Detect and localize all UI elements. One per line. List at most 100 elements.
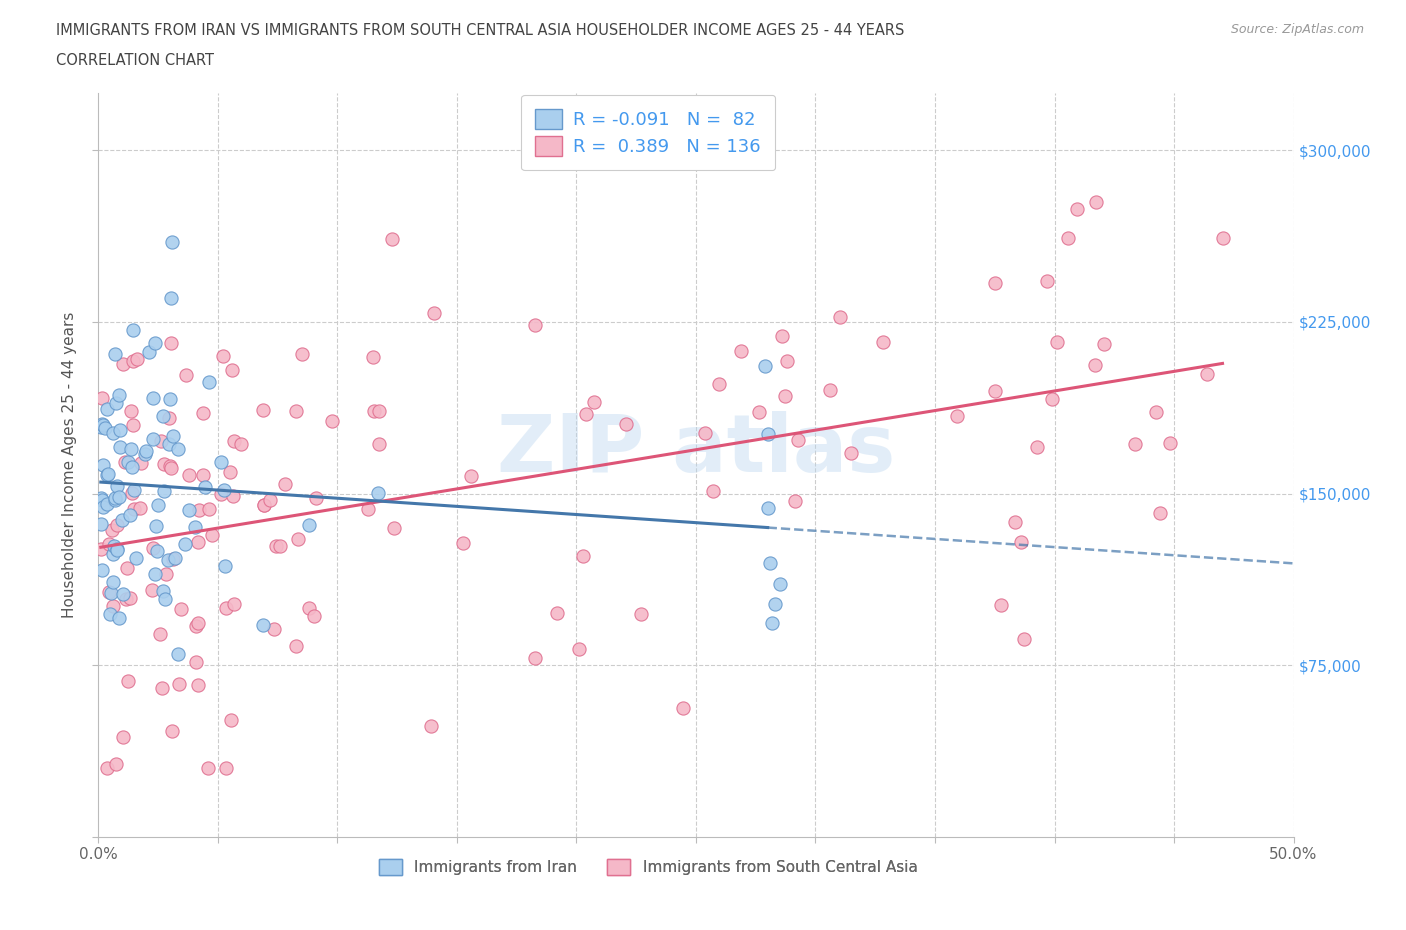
Point: [381, 232, 404, 246]
Point: [166, 646, 188, 661]
Point: [152, 584, 174, 599]
Point: [201, 527, 224, 542]
Point: [693, 425, 716, 440]
Point: [582, 395, 605, 410]
Point: [105, 518, 128, 533]
Point: [285, 404, 308, 418]
Point: [252, 618, 274, 632]
Point: [108, 422, 131, 437]
Point: [382, 521, 405, 536]
Point: [730, 344, 752, 359]
Point: [1092, 337, 1115, 352]
Point: [104, 347, 127, 362]
Point: [630, 606, 652, 621]
Point: [187, 502, 209, 517]
Point: [984, 275, 1007, 290]
Point: [110, 440, 132, 455]
Point: [224, 596, 246, 611]
Point: [1123, 437, 1146, 452]
Point: [101, 523, 124, 538]
Point: [263, 621, 285, 636]
Point: [1046, 335, 1069, 350]
Point: [121, 418, 143, 432]
Point: [150, 681, 173, 696]
Point: [775, 389, 797, 404]
Point: [287, 532, 309, 547]
Point: [111, 512, 134, 527]
Point: [1197, 366, 1219, 381]
Point: [191, 405, 214, 420]
Point: [124, 501, 146, 516]
Point: [768, 577, 790, 591]
Point: [122, 322, 145, 337]
Point: [568, 642, 591, 657]
Point: [145, 566, 167, 581]
Point: [266, 538, 288, 553]
Point: [162, 429, 184, 444]
Text: CORRELATION CHART: CORRELATION CHART: [56, 53, 214, 68]
Point: [839, 446, 862, 461]
Y-axis label: Householder Income Ages 25 - 44 years: Householder Income Ages 25 - 44 years: [62, 312, 77, 618]
Point: [357, 501, 380, 516]
Point: [174, 368, 197, 383]
Point: [187, 678, 209, 693]
Point: [146, 544, 169, 559]
Point: [184, 655, 207, 670]
Point: [112, 730, 135, 745]
Point: [1149, 505, 1171, 520]
Point: [108, 387, 131, 402]
Point: [111, 587, 134, 602]
Point: [90, 516, 112, 531]
Point: [101, 599, 124, 614]
Point: [124, 551, 146, 565]
Point: [460, 469, 482, 484]
Point: [253, 498, 276, 512]
Point: [157, 437, 180, 452]
Point: [946, 409, 969, 424]
Point: [142, 391, 165, 405]
Point: [121, 459, 143, 474]
Point: [156, 552, 179, 567]
Point: [117, 561, 139, 576]
Point: [174, 537, 197, 551]
Point: [707, 376, 730, 391]
Point: [90, 391, 112, 405]
Point: [776, 353, 799, 368]
Point: [748, 405, 770, 419]
Point: [451, 535, 474, 550]
Point: [672, 700, 695, 715]
Point: [160, 336, 183, 351]
Point: [219, 712, 242, 727]
Point: [97, 584, 120, 599]
Point: [1035, 273, 1057, 288]
Point: [96, 497, 118, 512]
Point: [115, 591, 138, 606]
Point: [96, 402, 118, 417]
Point: [159, 291, 181, 306]
Point: [546, 606, 568, 621]
Point: [1084, 357, 1107, 372]
Point: [117, 455, 139, 470]
Point: [91, 499, 114, 514]
Point: [160, 234, 183, 249]
Point: [120, 404, 142, 418]
Point: [166, 442, 188, 457]
Point: [104, 396, 127, 411]
Point: [91, 458, 114, 472]
Point: [179, 502, 201, 517]
Point: [129, 456, 152, 471]
Point: [187, 535, 209, 550]
Point: [160, 460, 183, 475]
Point: [321, 414, 343, 429]
Point: [209, 455, 232, 470]
Point: [1066, 201, 1088, 216]
Point: [118, 507, 141, 522]
Point: [149, 626, 172, 641]
Point: [153, 484, 176, 498]
Point: [702, 484, 724, 498]
Point: [91, 418, 114, 432]
Point: [142, 540, 165, 555]
Point: [98, 537, 121, 551]
Point: [215, 761, 238, 776]
Point: [104, 491, 127, 506]
